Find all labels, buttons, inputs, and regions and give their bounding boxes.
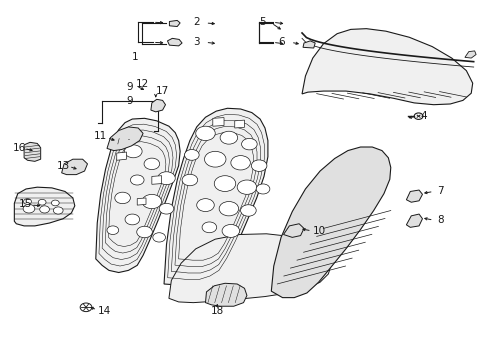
- Text: 18: 18: [210, 306, 223, 316]
- Polygon shape: [212, 118, 224, 126]
- Circle shape: [219, 202, 238, 216]
- Polygon shape: [14, 187, 75, 226]
- Circle shape: [124, 145, 142, 158]
- Circle shape: [107, 226, 119, 234]
- Polygon shape: [303, 41, 315, 48]
- Circle shape: [159, 203, 173, 214]
- Text: 2: 2: [193, 17, 200, 27]
- Circle shape: [51, 200, 59, 206]
- Circle shape: [144, 158, 159, 170]
- Polygon shape: [24, 142, 41, 161]
- Circle shape: [230, 156, 250, 170]
- Polygon shape: [302, 29, 472, 105]
- Polygon shape: [163, 108, 267, 286]
- Circle shape: [204, 151, 225, 167]
- Circle shape: [195, 126, 215, 140]
- Polygon shape: [234, 120, 244, 128]
- Text: 16: 16: [13, 143, 26, 153]
- Polygon shape: [283, 224, 304, 237]
- Text: 9: 9: [126, 96, 133, 106]
- Circle shape: [38, 199, 46, 205]
- Text: 3: 3: [193, 37, 200, 47]
- Polygon shape: [168, 234, 330, 303]
- Text: 10: 10: [312, 226, 325, 236]
- Polygon shape: [61, 159, 87, 175]
- Text: 8: 8: [436, 215, 443, 225]
- Polygon shape: [406, 214, 422, 227]
- Text: 11: 11: [93, 131, 106, 141]
- Circle shape: [202, 222, 216, 233]
- Circle shape: [115, 192, 130, 204]
- Text: 17: 17: [156, 86, 169, 96]
- Circle shape: [80, 303, 92, 312]
- Circle shape: [23, 199, 31, 204]
- Polygon shape: [137, 198, 146, 205]
- Polygon shape: [96, 118, 180, 273]
- Circle shape: [40, 206, 49, 213]
- Circle shape: [137, 226, 152, 238]
- Circle shape: [256, 184, 269, 194]
- Polygon shape: [464, 51, 475, 58]
- Text: 1: 1: [131, 52, 138, 62]
- Polygon shape: [406, 190, 422, 202]
- Circle shape: [241, 138, 257, 150]
- Circle shape: [53, 207, 63, 214]
- Circle shape: [220, 131, 237, 144]
- Polygon shape: [117, 152, 126, 160]
- Circle shape: [153, 233, 165, 242]
- Circle shape: [158, 172, 175, 185]
- Text: 6: 6: [278, 37, 285, 46]
- Text: 15: 15: [19, 199, 32, 210]
- Text: 12: 12: [136, 79, 149, 89]
- Text: 4: 4: [419, 111, 426, 121]
- Polygon shape: [205, 283, 246, 306]
- Circle shape: [413, 113, 422, 120]
- Polygon shape: [152, 176, 161, 184]
- Circle shape: [237, 180, 256, 194]
- Circle shape: [125, 214, 140, 225]
- Circle shape: [23, 204, 35, 213]
- Text: 14: 14: [98, 306, 111, 316]
- Circle shape: [184, 149, 199, 160]
- Polygon shape: [107, 127, 143, 150]
- Circle shape: [240, 205, 256, 216]
- Circle shape: [142, 194, 161, 209]
- Text: 5: 5: [259, 17, 265, 27]
- Circle shape: [222, 225, 239, 237]
- Polygon shape: [151, 99, 165, 112]
- Circle shape: [182, 174, 197, 186]
- Circle shape: [130, 175, 144, 185]
- Circle shape: [251, 160, 266, 171]
- Text: 9: 9: [126, 82, 133, 92]
- Text: 13: 13: [57, 161, 70, 171]
- Polygon shape: [167, 39, 182, 46]
- Polygon shape: [169, 21, 180, 27]
- Circle shape: [214, 176, 235, 192]
- Polygon shape: [271, 147, 390, 298]
- Circle shape: [196, 199, 214, 212]
- Text: 7: 7: [436, 186, 443, 197]
